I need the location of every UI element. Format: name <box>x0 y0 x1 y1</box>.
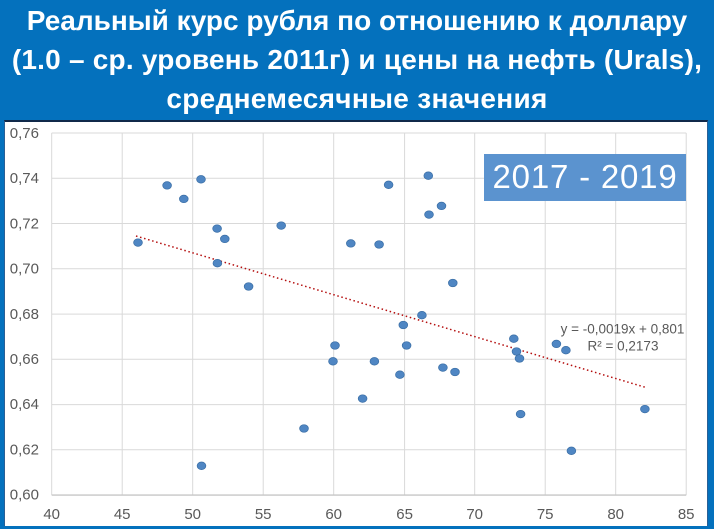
svg-text:60: 60 <box>325 506 342 523</box>
svg-text:0,64: 0,64 <box>10 396 39 413</box>
svg-text:0,66: 0,66 <box>10 351 39 368</box>
svg-text:50: 50 <box>184 506 201 523</box>
svg-text:0,62: 0,62 <box>10 441 39 458</box>
svg-text:80: 80 <box>607 506 624 523</box>
svg-text:70: 70 <box>466 506 483 523</box>
svg-text:0,68: 0,68 <box>10 306 39 323</box>
svg-text:0,60: 0,60 <box>10 487 39 504</box>
svg-text:y = -0,0019x + 0,801: y = -0,0019x + 0,801 <box>561 322 685 337</box>
svg-text:65: 65 <box>396 506 413 523</box>
svg-text:75: 75 <box>537 506 554 523</box>
svg-text:55: 55 <box>255 506 272 523</box>
svg-text:40: 40 <box>43 506 60 523</box>
svg-text:R² = 0,2173: R² = 0,2173 <box>588 339 659 354</box>
svg-text:45: 45 <box>114 506 131 523</box>
svg-text:85: 85 <box>678 506 695 523</box>
svg-text:0,74: 0,74 <box>10 170 39 187</box>
svg-text:0,76: 0,76 <box>10 125 39 142</box>
svg-text:0,72: 0,72 <box>10 215 39 232</box>
svg-text:0,70: 0,70 <box>10 261 39 278</box>
